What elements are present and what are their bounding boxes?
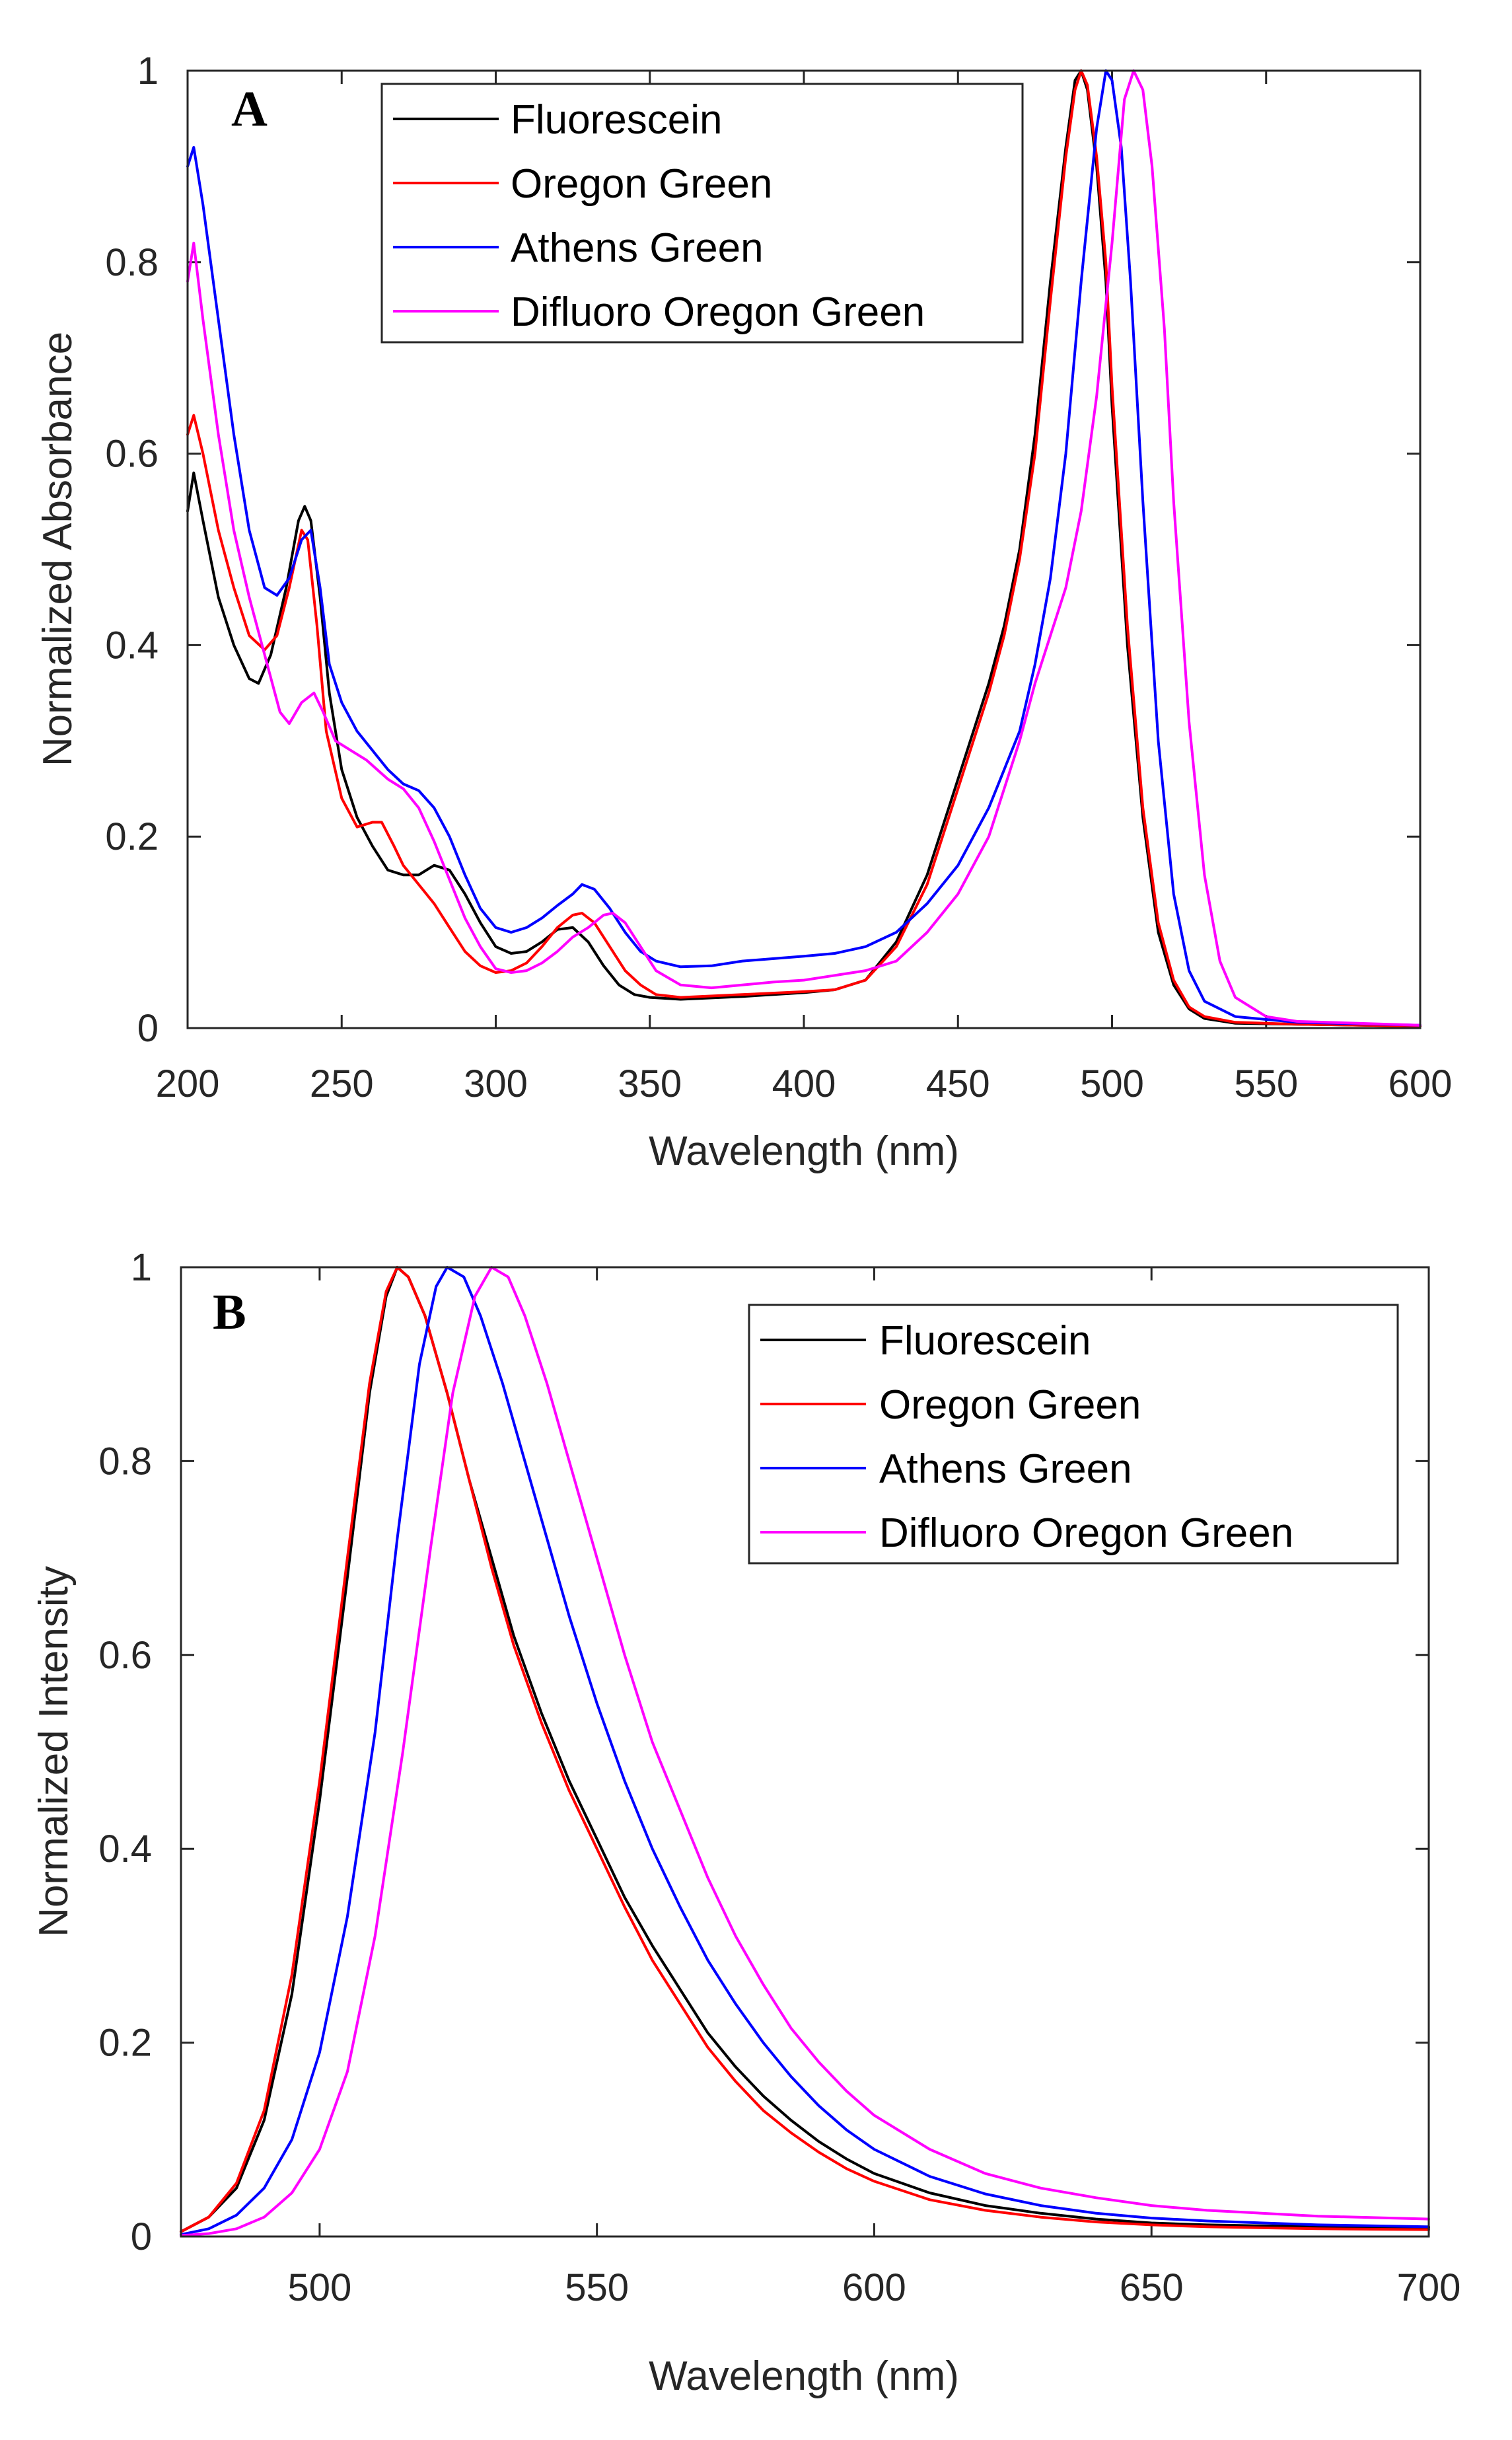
- panel-a-y-tick-label: 0.4: [105, 624, 159, 667]
- panel-b-x-tick-label: 550: [565, 2266, 629, 2309]
- legend-b-label-athens-green: Athens Green: [879, 1446, 1132, 1492]
- panel-b-y-tick-label: 1: [131, 1246, 152, 1289]
- panel-a-y-axis-title: Normalized Absorbance: [35, 332, 81, 766]
- panel-a-y-tick-label: 1: [137, 50, 159, 92]
- series-line-b-difluoro-oregon-green: [180, 1266, 1430, 2237]
- panel-a-x-tick-labels: 200 250 300 350 400 450 500 550 600: [156, 1062, 1453, 1105]
- legend-b-label-fluorescein: Fluorescein: [879, 1318, 1091, 1364]
- panel-label-a: A: [231, 81, 268, 137]
- panel-a-y-tick-labels: 0 0.2 0.4 0.6 0.8 1: [105, 50, 159, 1050]
- panel-b-y-tick-label: 0.6: [98, 1634, 152, 1677]
- panel-a-axes-box: [186, 69, 1422, 1029]
- panel-b-y-tick-label: 0.4: [98, 1828, 152, 1870]
- panel-b-x-tick-label: 600: [842, 2266, 906, 2309]
- legend-a-label-difluoro-oregon-green: Difluoro Oregon Green: [511, 289, 925, 335]
- panel-b-x-tick-label: 500: [287, 2266, 351, 2309]
- chart-panel-a: A 200 250 300 350 400 450 500 550 600 0 0.2 0.4 0.6…: [35, 50, 1452, 1174]
- panel-a-x-tick-label: 400: [772, 1062, 836, 1105]
- panel-b-x-axis-title: Wavelength (nm): [649, 2353, 959, 2399]
- panel-b-y-tick-label: 0.2: [98, 2022, 152, 2065]
- series-line-b-athens-green: [180, 1266, 1430, 2237]
- panel-b-y-tick-labels: 0 0.2 0.4 0.6 0.8 1: [98, 1246, 152, 2258]
- panel-a-x-tick-label: 250: [310, 1062, 374, 1105]
- chart-panel-b: B 500 550 600 650 700 0 0.2 0.4 0.6 0.8 1 Wavelen…: [31, 1246, 1460, 2399]
- panel-b-y-axis-title: Normalized Intensity: [31, 1566, 77, 1937]
- legend-b-label-oregon-green: Oregon Green: [879, 1382, 1141, 1428]
- legend-a-label-fluorescein: Fluorescein: [511, 97, 722, 143]
- panel-a-legend-box: [380, 83, 1024, 344]
- panel-a-series-lines: [186, 69, 1422, 1028]
- legend-a-label-athens-green: Athens Green: [511, 225, 764, 271]
- panel-b-x-tick-labels: 500 550 600 650 700: [287, 2266, 1460, 2309]
- panel-a-x-tick-label: 600: [1388, 1062, 1453, 1105]
- panel-b-x-tick-label: 650: [1120, 2266, 1184, 2309]
- panel-a-legend: Fluorescein Oregon Green Athens Green Di…: [380, 83, 1024, 344]
- legend-a-label-oregon-green: Oregon Green: [511, 161, 772, 207]
- panel-a-y-tick-label: 0.6: [105, 433, 159, 476]
- panel-b-x-tick-label: 700: [1397, 2266, 1461, 2309]
- panel-a-y-tick-label: 0.2: [105, 815, 159, 858]
- panel-b-legend-box: [748, 1304, 1399, 1565]
- panel-b-y-tick-label: 0.8: [98, 1440, 152, 1483]
- panel-a-x-tick-label: 500: [1080, 1062, 1144, 1105]
- panel-a-y-tick-label: 0: [137, 1007, 159, 1050]
- series-line-a-athens-green: [186, 69, 1422, 1027]
- series-line-a-oregon-green: [186, 69, 1422, 1028]
- panel-a-x-tick-label: 350: [618, 1062, 682, 1105]
- panel-label-b: B: [213, 1284, 246, 1340]
- panel-b-series-lines: [180, 1266, 1430, 2237]
- series-line-b-oregon-green: [180, 1266, 1430, 2233]
- panel-b-legend: Fluorescein Oregon Green Athens Green Di…: [748, 1304, 1399, 1565]
- panel-b-axes-box: [180, 1266, 1430, 2238]
- panel-a-x-tick-label: 300: [464, 1062, 528, 1105]
- panel-b-y-tick-label: 0: [131, 2215, 152, 2258]
- legend-b-label-difluoro-oregon-green: Difluoro Oregon Green: [879, 1510, 1293, 1556]
- panel-a-x-tick-label: 550: [1234, 1062, 1298, 1105]
- series-line-b-fluorescein: [180, 1266, 1430, 2233]
- panel-a-y-tick-label: 0.8: [105, 241, 159, 284]
- panel-a-x-tick-label: 450: [926, 1062, 990, 1105]
- panel-a-x-axis-title: Wavelength (nm): [649, 1128, 959, 1174]
- series-line-a-difluoro-oregon-green: [186, 69, 1422, 1027]
- panel-a-x-tick-label: 200: [156, 1062, 220, 1105]
